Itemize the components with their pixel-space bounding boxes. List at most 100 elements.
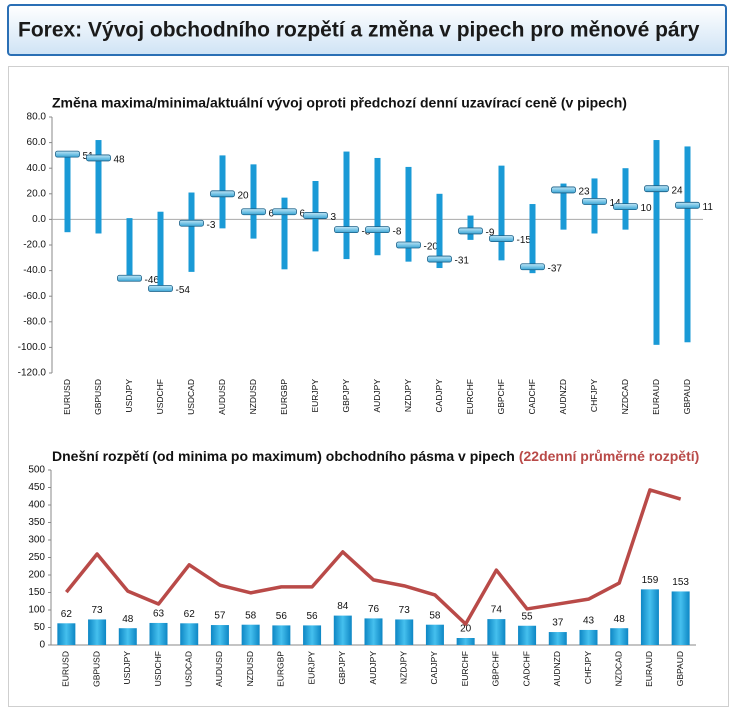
range-bar: [281, 197, 288, 270]
value-label: 62: [61, 609, 73, 620]
x-tick-label: CHFJPY: [589, 379, 599, 412]
y-tick-label: 100: [28, 605, 45, 616]
range-bar: [436, 193, 443, 269]
range-bar: [529, 204, 536, 274]
avg-line: [64, 488, 682, 626]
bar: [518, 625, 537, 645]
y-tick-label: 450: [28, 482, 45, 493]
value-label: 62: [184, 609, 196, 620]
y-tick-label: 0: [39, 640, 45, 651]
value-label: 48: [114, 155, 126, 166]
range-bar: [188, 192, 195, 272]
bar: [548, 632, 567, 645]
value-label: 10: [641, 203, 653, 214]
header-title: Forex: Vývoj obchodního rozpětí a změna …: [18, 19, 700, 42]
range-bar: [250, 164, 257, 239]
x-tick-label: AUDJPY: [372, 379, 382, 413]
current-marker: [117, 274, 142, 282]
y-tick-label: 150: [28, 587, 45, 598]
x-tick-label: USDJPY: [124, 379, 134, 413]
x-tick-label: GBPAUD: [675, 651, 685, 686]
value-label: 76: [368, 604, 380, 615]
x-tick-label: CADCHF: [521, 651, 531, 686]
range-bar: [95, 140, 102, 234]
x-tick-label: NZDCAD: [613, 651, 623, 686]
y-tick-label: 400: [28, 500, 45, 511]
bar: [210, 625, 229, 645]
current-marker: [644, 185, 669, 193]
x-tick-label: EURAUD: [651, 379, 661, 415]
range-bar: [126, 218, 133, 281]
range-bar: [498, 165, 505, 261]
value-label: -9: [486, 228, 495, 239]
current-marker: [55, 150, 80, 158]
bar: [88, 619, 107, 645]
x-tick-label: GBPCHF: [496, 379, 506, 414]
title-text: Dnešní rozpětí (od minima po maximum) ob…: [52, 448, 515, 464]
current-marker: [458, 227, 483, 235]
header-box: [7, 4, 727, 56]
value-label: 159: [642, 575, 659, 586]
value-label: -37: [548, 263, 563, 274]
x-tick-label: GBPJPY: [337, 651, 347, 685]
current-marker: [303, 212, 328, 219]
current-marker: [365, 226, 390, 234]
x-tick-label: USDCHF: [155, 379, 165, 414]
value-label: 20: [460, 624, 472, 635]
y-tick-label: 250: [28, 552, 45, 563]
current-marker: [675, 201, 700, 209]
value-label: 6: [269, 208, 275, 219]
y-tick-label: 0.0: [32, 214, 46, 225]
x-tick-label: NZDJPY: [403, 379, 413, 412]
value-label: 73: [399, 605, 411, 616]
current-marker: [210, 190, 235, 198]
bar: [364, 618, 383, 645]
range-bar: [343, 151, 350, 260]
bar: [272, 625, 291, 645]
y-tick-label: -60.0: [23, 291, 46, 302]
bar: [487, 619, 506, 645]
x-tick-label: AUDUSD: [217, 379, 227, 415]
x-tick-label: GBPJPY: [341, 379, 351, 413]
y-tick-label: -120.0: [18, 368, 47, 379]
x-tick-label: GBPUSD: [91, 651, 101, 687]
panel: [8, 66, 729, 707]
bar: [180, 623, 199, 645]
x-tick-label: NZDJPY: [398, 651, 408, 684]
x-tick-label: EURCHF: [465, 379, 475, 414]
x-tick-label: AUDNZD: [558, 379, 568, 414]
bar: [579, 629, 598, 645]
bar: [395, 619, 414, 645]
value-label: 74: [491, 605, 503, 616]
bar: [149, 622, 168, 645]
y-tick-label: 300: [28, 535, 45, 546]
value-label: -31: [455, 256, 470, 267]
x-tick-label: CHFJPY: [583, 651, 593, 684]
y-tick-label: 200: [28, 570, 45, 581]
y-tick-label: -80.0: [23, 316, 46, 327]
y-tick-label: 40.0: [27, 163, 47, 174]
x-tick-label: CADJPY: [434, 379, 444, 413]
x-tick-label: EURUSD: [62, 379, 72, 415]
value-label: -20: [424, 242, 439, 253]
x-tick-label: EURGBP: [279, 379, 289, 415]
current-marker: [396, 241, 421, 249]
value-label: 48: [614, 614, 626, 625]
current-marker: [489, 235, 514, 243]
x-tick-label: USDJPY: [122, 651, 132, 685]
current-marker: [241, 208, 266, 216]
value-label: 153: [672, 577, 689, 588]
y-tick-label: 350: [28, 517, 45, 528]
value-label: 56: [307, 611, 319, 622]
y-tick-label: 50: [34, 622, 46, 633]
bar: [57, 623, 76, 645]
y-tick-label: 60.0: [27, 137, 47, 148]
current-marker: [272, 208, 297, 216]
y-tick-label: -100.0: [18, 342, 47, 353]
value-label: 6: [300, 208, 306, 219]
value-label: 55: [522, 611, 534, 622]
y-tick-label: 80.0: [27, 112, 47, 123]
current-marker: [582, 198, 607, 205]
value-label: 84: [337, 601, 349, 612]
x-tick-label: EURJPY: [306, 651, 316, 685]
